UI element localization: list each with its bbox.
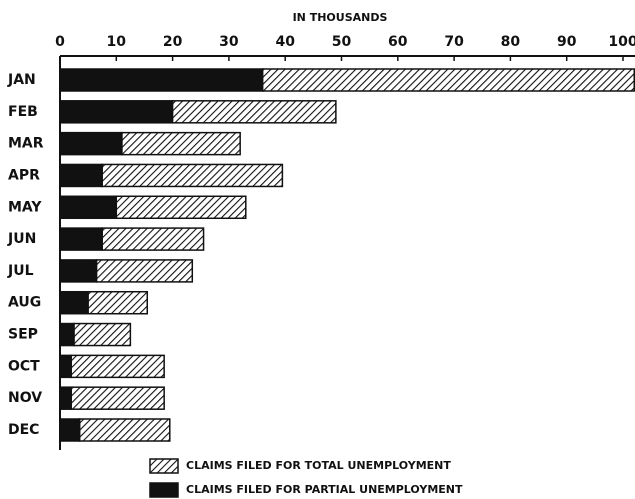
- x-tick-label: 40: [275, 34, 295, 50]
- bar-segment: [59, 100, 174, 124]
- bar-segment: [59, 131, 123, 156]
- bar-segment: [59, 68, 264, 92]
- bar-segment: [70, 354, 165, 379]
- bar-segment: [59, 386, 73, 410]
- bar-segment: [171, 100, 337, 124]
- chart-title: IN THOUSANDS: [293, 11, 388, 24]
- y-tick-label: JUN: [7, 231, 36, 247]
- x-tick-label: 90: [557, 34, 577, 50]
- x-tick-label: 30: [219, 34, 239, 50]
- bar-segment: [121, 131, 241, 156]
- bar-segment: [70, 386, 165, 410]
- bar-segment: [101, 163, 284, 188]
- bar-segment: [59, 259, 98, 283]
- y-tick-label: OCT: [8, 358, 40, 374]
- y-tick-label: JUL: [7, 263, 34, 279]
- x-tick-label: 20: [163, 34, 183, 50]
- x-tick-label: 50: [332, 34, 352, 50]
- y-tick-label: NOV: [8, 390, 42, 406]
- legend-swatch: [149, 482, 179, 498]
- bar-segment: [101, 227, 205, 251]
- bar-segment: [59, 322, 75, 347]
- bar-segment: [95, 259, 194, 283]
- y-tick-label: APR: [8, 167, 40, 183]
- y-tick-label: AUG: [8, 295, 41, 311]
- x-tick-label: 60: [388, 34, 408, 50]
- bar-segment: [59, 290, 89, 315]
- bar-segment: [73, 322, 132, 347]
- x-tick-label: 10: [107, 34, 127, 50]
- x-tick-label: 0: [55, 34, 65, 50]
- y-tick-label: DEC: [8, 422, 39, 438]
- bar-segment: [59, 195, 118, 220]
- bar-segment: [78, 418, 171, 442]
- bar-segment: [59, 227, 103, 251]
- bar-segment: [59, 418, 81, 442]
- bar-segment: [261, 68, 635, 92]
- y-tick-label: FEB: [8, 104, 38, 120]
- x-tick-label: 70: [444, 34, 464, 50]
- y-tick-label: MAY: [8, 199, 42, 215]
- x-tick-label: 100: [608, 34, 635, 50]
- x-tick-label: 80: [501, 34, 521, 50]
- y-tick-label: MAR: [8, 136, 44, 152]
- legend-label: CLAIMS FILED FOR TOTAL UNEMPLOYMENT: [186, 459, 451, 472]
- y-tick-label: SEP: [8, 327, 38, 343]
- bar-segment: [115, 195, 247, 220]
- legend-label: CLAIMS FILED FOR PARTIAL UNEMPLOYMENT: [186, 483, 463, 496]
- bar-segment: [59, 354, 73, 379]
- legend-swatch: [149, 458, 179, 474]
- y-tick-label: JAN: [7, 72, 36, 88]
- bar-segment: [59, 163, 103, 188]
- bar-segment: [87, 290, 149, 315]
